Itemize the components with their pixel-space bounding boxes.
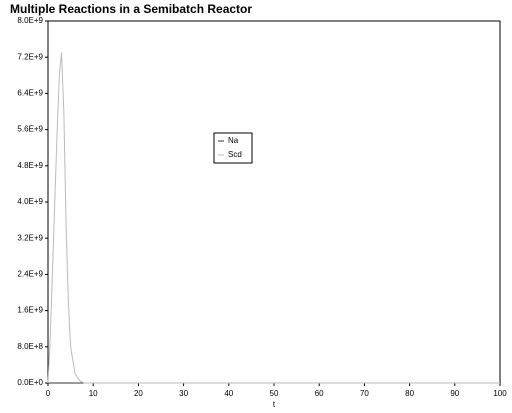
y-tick-label: 4.0E+9 [17,197,43,206]
x-tick-label: 80 [405,389,414,398]
y-tick-label: 6.4E+9 [17,89,43,98]
x-tick-label: 30 [179,389,188,398]
x-tick-label: 50 [270,389,279,398]
x-tick-label: 20 [134,389,143,398]
y-tick-label: 2.4E+9 [17,270,43,279]
x-tick-label: 70 [360,389,369,398]
series-line [47,52,500,384]
y-tick-label: 3.2E+9 [17,233,43,242]
y-tick-label: 0.0E+0 [17,378,43,387]
plot-frame [47,20,501,384]
y-tick-label: 8.0E+9 [17,16,43,25]
x-tick-label: 90 [450,389,459,398]
x-tick-label: 100 [493,389,507,398]
x-axis-label: t [273,400,276,409]
x-tick-label: 10 [89,389,98,398]
chart-title: Multiple Reactions in a Semibatch Reacto… [10,2,252,16]
y-tick-label: 5.6E+9 [17,125,43,134]
legend-label: Na [228,136,239,145]
x-tick-label: 40 [224,389,233,398]
y-tick-label: 8.0E+8 [17,342,43,351]
legend-label: Scd [228,150,242,159]
legend-box [213,132,253,164]
y-tick-label: 4.8E+9 [17,161,43,170]
x-tick-label: 0 [46,389,51,398]
x-tick-label: 60 [315,389,324,398]
y-tick-label: 7.2E+9 [17,52,43,61]
y-tick-label: 1.6E+9 [17,306,43,315]
